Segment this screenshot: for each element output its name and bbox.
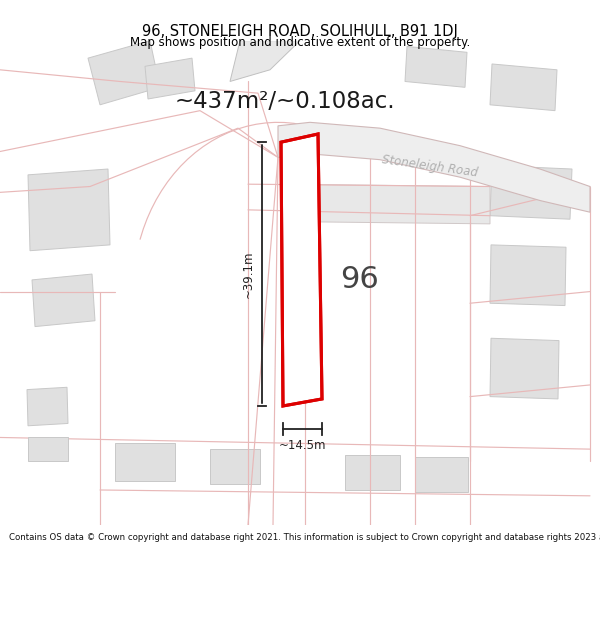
Text: 96, STONELEIGH ROAD, SOLIHULL, B91 1DJ: 96, STONELEIGH ROAD, SOLIHULL, B91 1DJ (142, 24, 458, 39)
Polygon shape (415, 458, 468, 492)
Polygon shape (28, 169, 110, 251)
Polygon shape (285, 184, 490, 224)
Text: ~437m²/~0.108ac.: ~437m²/~0.108ac. (175, 90, 395, 113)
Polygon shape (490, 245, 566, 306)
Polygon shape (405, 46, 467, 88)
Polygon shape (115, 443, 175, 481)
Polygon shape (281, 134, 322, 406)
Polygon shape (32, 274, 95, 327)
Polygon shape (345, 455, 400, 490)
Polygon shape (490, 64, 557, 111)
Polygon shape (230, 41, 300, 81)
Polygon shape (145, 58, 195, 99)
Polygon shape (210, 449, 260, 484)
Text: Contains OS data © Crown copyright and database right 2021. This information is : Contains OS data © Crown copyright and d… (9, 532, 600, 541)
Polygon shape (27, 388, 68, 426)
Polygon shape (490, 166, 572, 219)
Text: 96: 96 (340, 266, 379, 294)
Text: Map shows position and indicative extent of the property.: Map shows position and indicative extent… (130, 36, 470, 49)
Polygon shape (490, 338, 559, 399)
Text: Stoneleigh Road: Stoneleigh Road (381, 154, 479, 180)
Text: ~39.1m: ~39.1m (242, 250, 255, 298)
Polygon shape (278, 122, 590, 212)
Text: ~14.5m: ~14.5m (279, 439, 326, 452)
Polygon shape (28, 438, 68, 461)
Polygon shape (88, 41, 160, 105)
